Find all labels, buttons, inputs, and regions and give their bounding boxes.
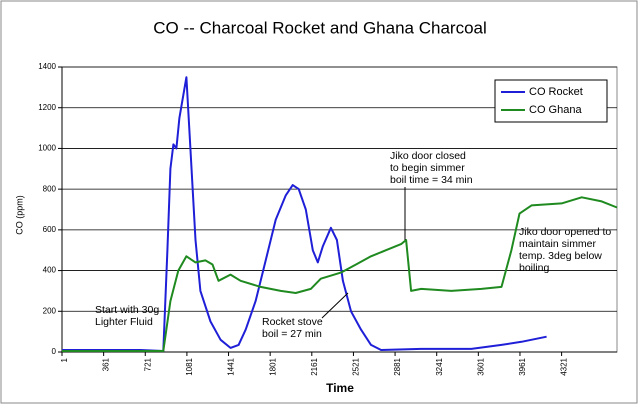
annotation: boil time = 34 min	[390, 174, 473, 186]
y-tick-label: 1000	[38, 144, 56, 153]
x-tick-label: 2161	[310, 357, 319, 375]
annotation: temp. 3deg below	[519, 250, 602, 262]
y-tick-label: 1200	[38, 103, 56, 112]
annotation: boiling	[519, 262, 550, 274]
series-line	[62, 196, 618, 352]
y-tick-label: 600	[43, 225, 57, 234]
annotation: Jiko door closed	[390, 150, 466, 162]
annotation: boil = 27 min	[262, 328, 322, 340]
x-tick-label: 1081	[185, 357, 194, 375]
x-tick-label: 1441	[227, 357, 236, 375]
legend-box	[494, 79, 608, 123]
x-tick-label: 2521	[352, 357, 361, 375]
annotation: Rocket stove	[262, 316, 323, 328]
y-tick-label: 200	[43, 306, 57, 315]
x-tick-label: 721	[143, 357, 152, 371]
x-axis-label: Time	[326, 381, 354, 395]
legend-label: CO Rocket	[529, 86, 583, 98]
x-tick-label: 3961	[518, 357, 527, 375]
x-tick-label: 4321	[560, 357, 569, 375]
annotation: to begin simmer	[390, 162, 465, 174]
y-tick-label: 1400	[38, 62, 56, 71]
x-tick-label: 361	[102, 357, 111, 371]
x-tick-label: 1801	[268, 357, 277, 375]
series-line	[62, 76, 547, 352]
annotation: Jiko door opened to	[519, 226, 611, 238]
x-tick-label: 3241	[435, 357, 444, 375]
y-tick-label: 400	[43, 266, 57, 275]
annotation: Lighter Fluid	[95, 316, 153, 328]
x-tick-label: 1	[60, 357, 69, 362]
y-tick-label: 0	[52, 347, 57, 356]
chart-title: CO -- Charcoal Rocket and Ghana Charcoal	[153, 18, 487, 37]
annotation: maintain simmer	[519, 238, 597, 250]
x-tick-label: 3601	[476, 357, 485, 375]
annotation: Start with 30g	[95, 304, 159, 316]
annotation-leader	[321, 292, 349, 319]
y-axis-label: CO (ppm)	[14, 195, 24, 235]
x-tick-label: 2881	[393, 357, 402, 375]
legend-label: CO Ghana	[529, 104, 582, 116]
y-tick-label: 800	[43, 184, 57, 193]
